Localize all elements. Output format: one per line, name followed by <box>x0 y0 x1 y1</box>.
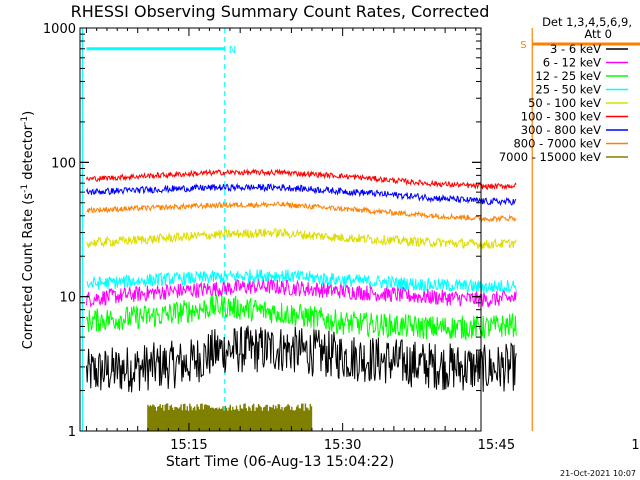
series-6 <box>86 182 517 207</box>
series-6-segment-0 <box>86 182 517 207</box>
series-8 <box>147 403 313 431</box>
y-axis: 1 10 100 1000 <box>43 22 481 440</box>
flag-s-label: S <box>520 40 526 51</box>
x-tick-label: 15:45 <box>478 438 515 453</box>
legend-label-5: 100 - 300 keV <box>521 110 601 124</box>
series-4 <box>86 227 517 250</box>
series-3 <box>86 269 517 294</box>
legend-header-line-1: Det 1,3,4,5,6,9, <box>542 15 632 29</box>
legend-label-1: 6 - 12 keV <box>543 56 601 70</box>
series-0 <box>86 325 517 393</box>
series-layer <box>86 168 517 431</box>
chart-title: RHESSI Observing Summary Count Rates, Co… <box>71 2 490 21</box>
timestamp: 21-Oct-2021 10:07 <box>560 469 636 478</box>
y-axis-label-part-3: ) <box>21 111 36 116</box>
y-axis-label-part-2: detector <box>21 124 36 184</box>
y-tick-label: 1 <box>68 425 76 440</box>
y-axis-label-sup-1: -1 <box>20 184 30 193</box>
legend-label-4: 50 - 100 keV <box>528 96 601 110</box>
series-4-segment-0 <box>86 227 517 250</box>
legend-label-2: 12 - 25 keV <box>535 69 601 83</box>
series-5 <box>86 168 517 191</box>
y-axis-label-part-1: Corrected Count Rate (s <box>21 193 36 350</box>
x-tick-label: 16:00 <box>631 438 640 453</box>
series-8-segment-0 <box>147 403 313 431</box>
series-0-segment-0 <box>86 325 517 393</box>
plot-frame <box>79 27 482 432</box>
y-tick-label: 100 <box>51 156 76 171</box>
y-tick-label: 10 <box>59 291 76 306</box>
series-1 <box>86 278 517 309</box>
series-7 <box>86 200 517 223</box>
series-2 <box>86 294 517 342</box>
legend-label-7: 800 - 7000 keV <box>513 137 601 151</box>
legend-label-3: 25 - 50 keV <box>535 83 601 97</box>
series-1-segment-0 <box>86 278 517 309</box>
y-axis-label-sup-2: -1 <box>20 116 30 125</box>
series-7-segment-0 <box>86 200 517 223</box>
series-3-segment-0 <box>86 269 517 294</box>
y-tick-label: 1000 <box>43 22 76 37</box>
legend-label-8: 7000 - 15000 keV <box>499 150 601 164</box>
flag-n-label: N <box>229 45 236 56</box>
series-2-segment-0 <box>86 294 517 342</box>
series-5-segment-0 <box>86 168 517 191</box>
legend-label-6: 300 - 800 keV <box>521 123 601 137</box>
flag-s: S <box>520 28 640 431</box>
x-axis-label: Start Time (06-Aug-13 15:04:22) <box>166 454 394 470</box>
y-axis-label: Corrected Count Rate (s-1 detector-1) <box>20 111 36 349</box>
legend-label-0: 3 - 6 keV <box>550 42 601 56</box>
x-tick-label: 15:15 <box>170 438 207 453</box>
x-tick-label: 15:30 <box>324 438 361 453</box>
legend-header-line-2: Att 0 <box>584 27 612 41</box>
